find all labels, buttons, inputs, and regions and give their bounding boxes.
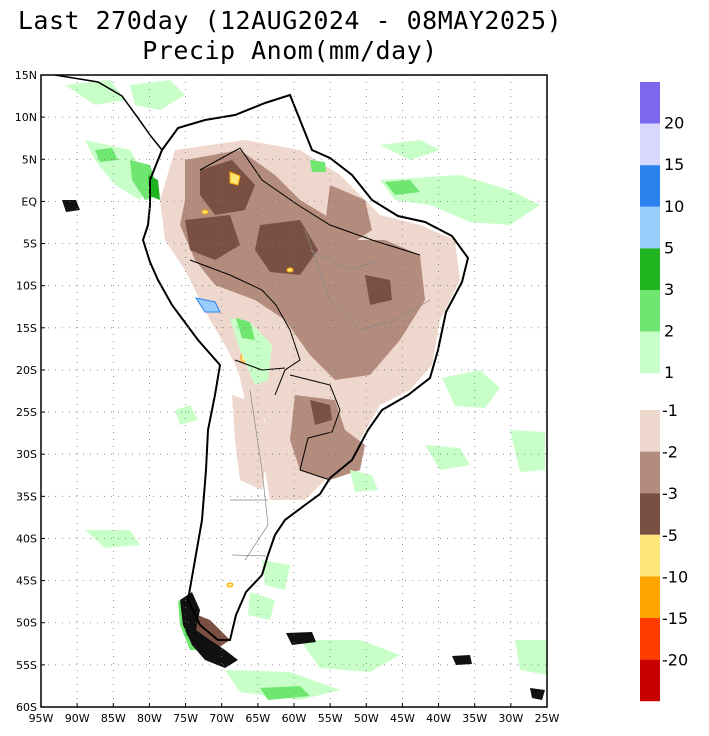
lon-label: 95W xyxy=(29,712,54,725)
lat-label: 10N xyxy=(15,111,37,124)
legend-wet-label: 20 xyxy=(664,114,684,133)
legend-dry-label: -3 xyxy=(662,484,678,503)
legend-wet-label: 2 xyxy=(664,322,674,341)
lon-label: 80W xyxy=(137,712,162,725)
lat-label: 5S xyxy=(23,238,37,251)
map-title-variable: Precip Anom(mm/day) xyxy=(142,36,438,65)
legend-dry-label: -20 xyxy=(662,651,688,670)
lon-label: 50W xyxy=(354,712,379,725)
latitude-labels: 15N 10N 5N EQ 5S 10S 15S 20S 25S 30S 35S 40S 45S 50S 5… xyxy=(15,69,45,714)
legend-dry-swatch xyxy=(640,493,660,535)
wet-anomaly-blue-layer xyxy=(194,297,221,313)
legend-dry-swatch xyxy=(640,618,660,660)
legend-wet-swatch xyxy=(640,331,660,374)
legend-dry-label: -15 xyxy=(662,609,688,628)
lon-label: 40W xyxy=(426,712,451,725)
legend-wet-swatch xyxy=(640,206,660,249)
lat-label: 50S xyxy=(16,617,37,630)
lat-label: 40S xyxy=(16,532,37,545)
lat-label: 15S xyxy=(16,322,37,335)
lat-label: 30S xyxy=(16,448,37,461)
lon-label: 85W xyxy=(101,712,126,725)
lon-label: 45W xyxy=(390,712,415,725)
legend-wet-swatch xyxy=(640,248,660,290)
lon-label: 70W xyxy=(209,712,234,725)
legend-wet-swatch xyxy=(640,165,660,207)
legend-dry-swatch xyxy=(640,410,660,452)
lon-label: 30W xyxy=(498,712,523,725)
legend-wet-swatch xyxy=(640,82,660,124)
coastline xyxy=(141,93,470,641)
legend-wet-label: 3 xyxy=(664,280,674,299)
longitude-labels: 95W 90W 85W 80W 75W 70W 65W 60W 55W 50W 45W 40W 35W 3… xyxy=(29,703,560,725)
legend-wet-label: 15 xyxy=(664,155,684,174)
legend-dry-swatch xyxy=(640,659,660,702)
lat-label: 25S xyxy=(16,406,37,419)
legend-dry-label: -1 xyxy=(662,401,678,420)
legend-dry-label: -2 xyxy=(662,443,678,462)
lon-label: 35W xyxy=(462,712,487,725)
lat-label: 35S xyxy=(16,490,37,503)
legend-dry-swatch xyxy=(640,534,660,577)
legend-wet-label: 10 xyxy=(664,197,684,216)
lat-label: 15N xyxy=(15,69,37,82)
central-america-coast xyxy=(54,75,163,151)
lat-label: 20S xyxy=(16,364,37,377)
legend-wet-swatch xyxy=(640,290,660,332)
dry-anomaly-extreme-spots xyxy=(201,171,294,588)
legend-wet-label: 1 xyxy=(664,363,674,382)
lon-label: 60W xyxy=(282,712,307,725)
patagonia-islands xyxy=(62,200,545,700)
graticule xyxy=(41,75,547,707)
state-borders xyxy=(230,229,431,561)
lat-label: EQ xyxy=(21,195,37,208)
lat-label: 60S xyxy=(16,701,37,714)
lon-label: 65W xyxy=(245,712,270,725)
legend-dry-label: -5 xyxy=(662,526,678,545)
legend-wet-swatch xyxy=(640,123,660,166)
lon-label: 90W xyxy=(65,712,90,725)
legend-dry-swatch xyxy=(640,576,660,618)
legend-dry-scale: -1 -2 -3 -5 -10 -15 -20 xyxy=(640,401,688,702)
lat-label: 10S xyxy=(16,280,37,293)
lat-label: 45S xyxy=(16,575,37,588)
lon-label: 75W xyxy=(173,712,198,725)
lon-label: 55W xyxy=(318,712,343,725)
wet-anomaly-light-layer xyxy=(65,80,547,700)
map-title-period: Last 270day (12AUG2024 - 08MAY2025) xyxy=(17,6,563,35)
legend-dry-swatch xyxy=(640,451,660,494)
country-borders xyxy=(189,147,421,481)
lat-label: 55S xyxy=(16,659,37,672)
legend-wet-scale: 20 15 10 5 3 2 1 xyxy=(640,82,684,382)
legend-wet-label: 5 xyxy=(664,238,674,257)
lon-label: 25W xyxy=(535,712,560,725)
lat-label: 5N xyxy=(22,153,37,166)
legend-dry-label: -10 xyxy=(662,567,688,586)
